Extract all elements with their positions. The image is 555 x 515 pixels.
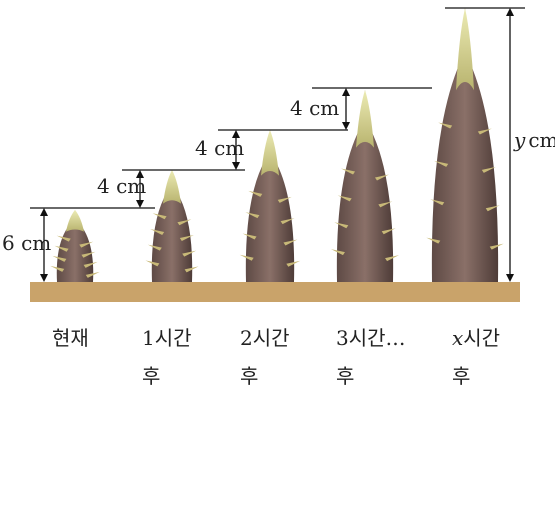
dimension-label: 4 cm (97, 174, 146, 198)
dimension-label: 4 cm (195, 136, 244, 160)
shoot-part (242, 233, 257, 240)
shoot-part (477, 128, 492, 135)
shoot-part (54, 245, 69, 252)
shoot-part (438, 122, 453, 129)
unit: cm (528, 128, 555, 152)
shoot-part (177, 219, 192, 226)
variable: x (452, 326, 463, 350)
stage-text: 시간 (463, 326, 500, 350)
shoot-part (85, 271, 100, 278)
shoot-part (280, 218, 295, 225)
shoot-part (245, 130, 295, 282)
shoot-part (334, 222, 349, 229)
stage-label: 1시간 (142, 326, 192, 350)
shoot-part (163, 170, 181, 204)
stage-label: 후 (142, 364, 160, 388)
stage-label: 후 (336, 364, 354, 388)
shoot-part (431, 8, 499, 282)
shoot-part (481, 166, 496, 173)
shoot-part (426, 237, 441, 244)
shoot-part (381, 228, 396, 235)
shoot-part (147, 244, 162, 251)
stage-label: 현재 (52, 326, 89, 350)
shoot-part (66, 210, 84, 232)
shoot-part (151, 170, 193, 282)
shoots (50, 8, 504, 282)
shoot-part (434, 160, 449, 167)
shoot-part (277, 196, 292, 203)
shoot-part (56, 210, 94, 282)
variable: y (513, 128, 526, 152)
shoot-part (179, 234, 194, 241)
dimensions (30, 7, 525, 282)
shoot-part (152, 213, 167, 220)
stage-label: 후 (452, 364, 470, 388)
shoot-part (182, 250, 197, 257)
shoot-part (385, 255, 400, 262)
shoot-part (456, 8, 474, 91)
dimension-label: 4 cm (290, 96, 339, 120)
shoot-part (330, 249, 345, 256)
shoot-part (489, 243, 504, 250)
shoot-part (50, 265, 65, 272)
shoot-part (374, 174, 389, 181)
shoot-part (283, 239, 298, 246)
shoot-part (341, 168, 356, 175)
shoot-part (52, 255, 67, 262)
shoot-part (430, 199, 445, 206)
shoot-part (184, 266, 199, 273)
stage-label: 2시간 (240, 326, 290, 350)
stage-label: 후 (240, 364, 258, 388)
shoot-part (239, 254, 254, 261)
shoot-part (286, 260, 301, 267)
shoot-part (83, 261, 98, 268)
shoot-part (356, 90, 374, 148)
shoot-part (485, 205, 500, 212)
shoot-part (145, 260, 160, 267)
shoot-part (378, 201, 393, 208)
shoot-part (245, 212, 260, 219)
height-label: y cm (513, 128, 555, 152)
shoot-part (150, 228, 165, 235)
shoot-part (248, 190, 263, 197)
stage-label: 3시간… (336, 326, 406, 350)
shoot-part (261, 130, 279, 176)
shoot-part (81, 251, 96, 258)
dimension-label: 6 cm (2, 231, 51, 255)
shoot-part (336, 90, 394, 282)
shoot-part (337, 195, 352, 202)
ground (30, 282, 520, 302)
shoot-part (79, 241, 94, 248)
shoot-part (56, 235, 71, 242)
stage-label: x시간 (452, 326, 500, 350)
